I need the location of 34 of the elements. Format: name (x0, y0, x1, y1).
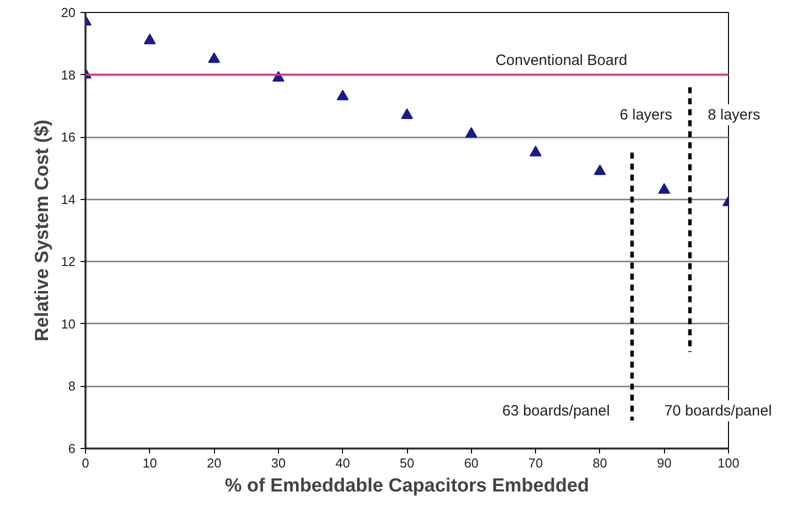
y-tick-label: 14 (61, 192, 76, 207)
x-tick-label: 40 (335, 456, 350, 470)
x-tick-label: 10 (142, 456, 158, 470)
point (465, 127, 478, 138)
point (594, 164, 606, 176)
ref-line-label: Conventional Board (495, 52, 628, 69)
x-axis-title: % of Embeddable Capacitors Embedded (224, 476, 590, 496)
y-axis-title: Relative System Cost ($) (32, 120, 54, 342)
annotation: 8 layers (708, 104, 760, 126)
x-tick-label: 80 (592, 456, 608, 470)
point (401, 108, 413, 119)
point (658, 183, 670, 194)
point (530, 146, 542, 156)
y-tick-label: 16 (61, 130, 76, 145)
x-tick-label: 50 (400, 456, 414, 470)
y-tick-label: 6 (68, 441, 76, 456)
y-tick-label: 8 (68, 378, 76, 394)
point (144, 34, 156, 44)
annotation: 63 boards/panel (502, 400, 610, 422)
x-tick-label: 90 (656, 456, 672, 470)
y-tick-label: 20 (61, 5, 76, 20)
y-tick-label: 12 (61, 254, 76, 270)
annotation: 6 layers (620, 104, 672, 126)
x-tick-label: 0 (82, 456, 90, 470)
y-tick-label: 18 (61, 67, 76, 82)
x-tick-label: 30 (271, 456, 286, 470)
annotation: 70 boards/panel (664, 400, 772, 422)
y-tick-label: 10 (61, 316, 76, 332)
x-tick-label: 60 (464, 456, 479, 470)
x-tick-label: 20 (206, 456, 222, 470)
point (336, 90, 349, 100)
point (208, 52, 220, 63)
x-tick-label: 70 (528, 456, 543, 470)
x-tick-label: 100 (718, 456, 740, 470)
